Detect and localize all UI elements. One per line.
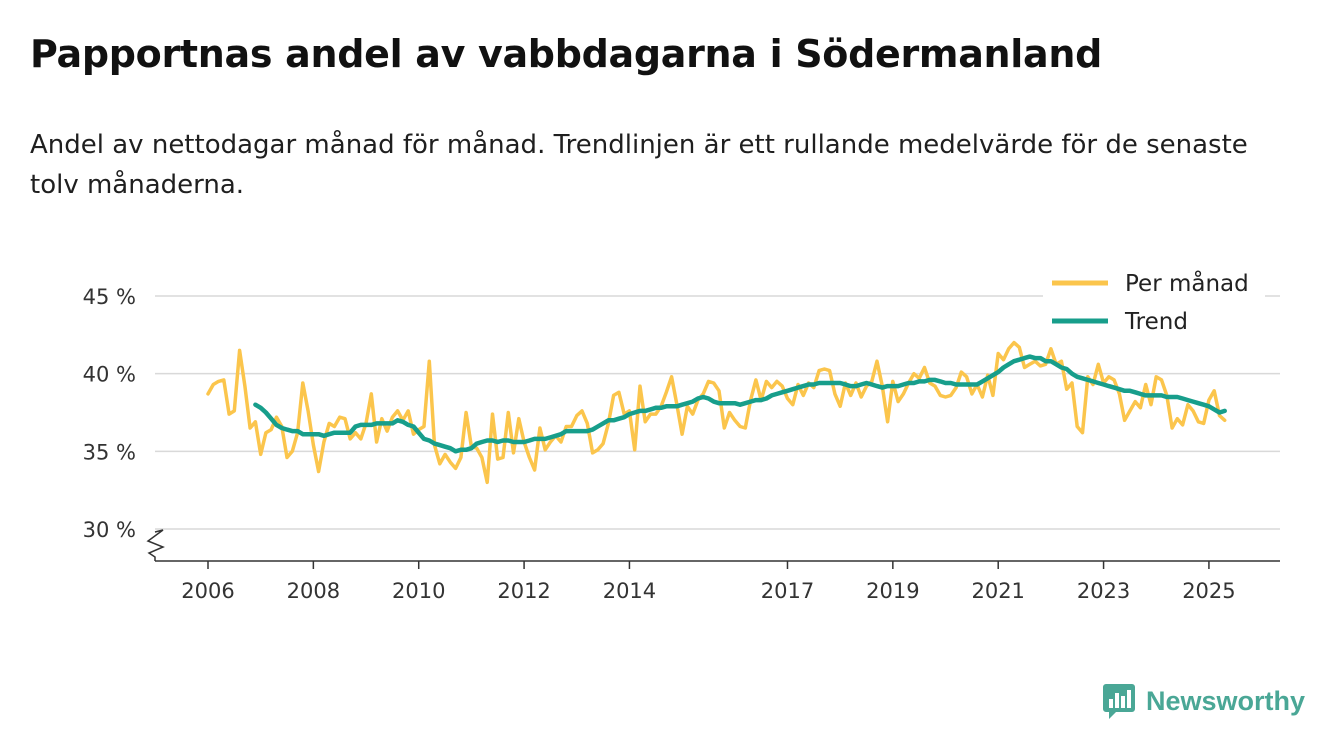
chart-title: Papportnas andel av vabbdagarna i Söderm… [30, 32, 1103, 76]
brand-name: Newsworthy [1146, 685, 1306, 716]
series-line-monthly [206, 340, 1227, 485]
y-tick-label-40: 40 % [83, 363, 136, 387]
legend-box [1043, 262, 1265, 344]
y-axis-break-icon [146, 529, 165, 561]
x-tick-label-2025: 2025 [1182, 579, 1235, 603]
brand-logo[interactable]: Newsworthy [1102, 682, 1305, 720]
y-tick-label-35: 35 % [83, 440, 136, 464]
x-tick-label-2019: 2019 [866, 579, 919, 603]
y-tick-label-30: 30 % [83, 518, 136, 542]
x-tick-label-2014: 2014 [603, 579, 656, 603]
y-tick-label-45: 45 % [83, 285, 136, 309]
legend-label-monthly: Per månad [1125, 269, 1249, 297]
series-line-trend [253, 354, 1227, 454]
axes: 30 % 35 % 40 % 45 % 2006 2008 2010 2012 2014 2017… [83, 285, 1280, 603]
x-tick-label-2023: 2023 [1077, 579, 1130, 603]
x-tick-label-2012: 2012 [497, 579, 550, 603]
legend-label-trend: Trend [1124, 309, 1188, 335]
x-tick-label-2010: 2010 [392, 579, 445, 603]
x-tick-label-2017: 2017 [761, 579, 814, 603]
x-tick-label-2006: 2006 [181, 579, 234, 603]
series [206, 340, 1227, 485]
chart-subtitle: Andel av nettodagar månad för månad. Tre… [30, 130, 1248, 200]
newsworthy-logo-icon [1103, 684, 1135, 719]
legend: Per månad Trend [1043, 262, 1265, 344]
x-tick-label-2008: 2008 [287, 579, 340, 603]
x-tick-label-2021: 2021 [971, 579, 1024, 603]
